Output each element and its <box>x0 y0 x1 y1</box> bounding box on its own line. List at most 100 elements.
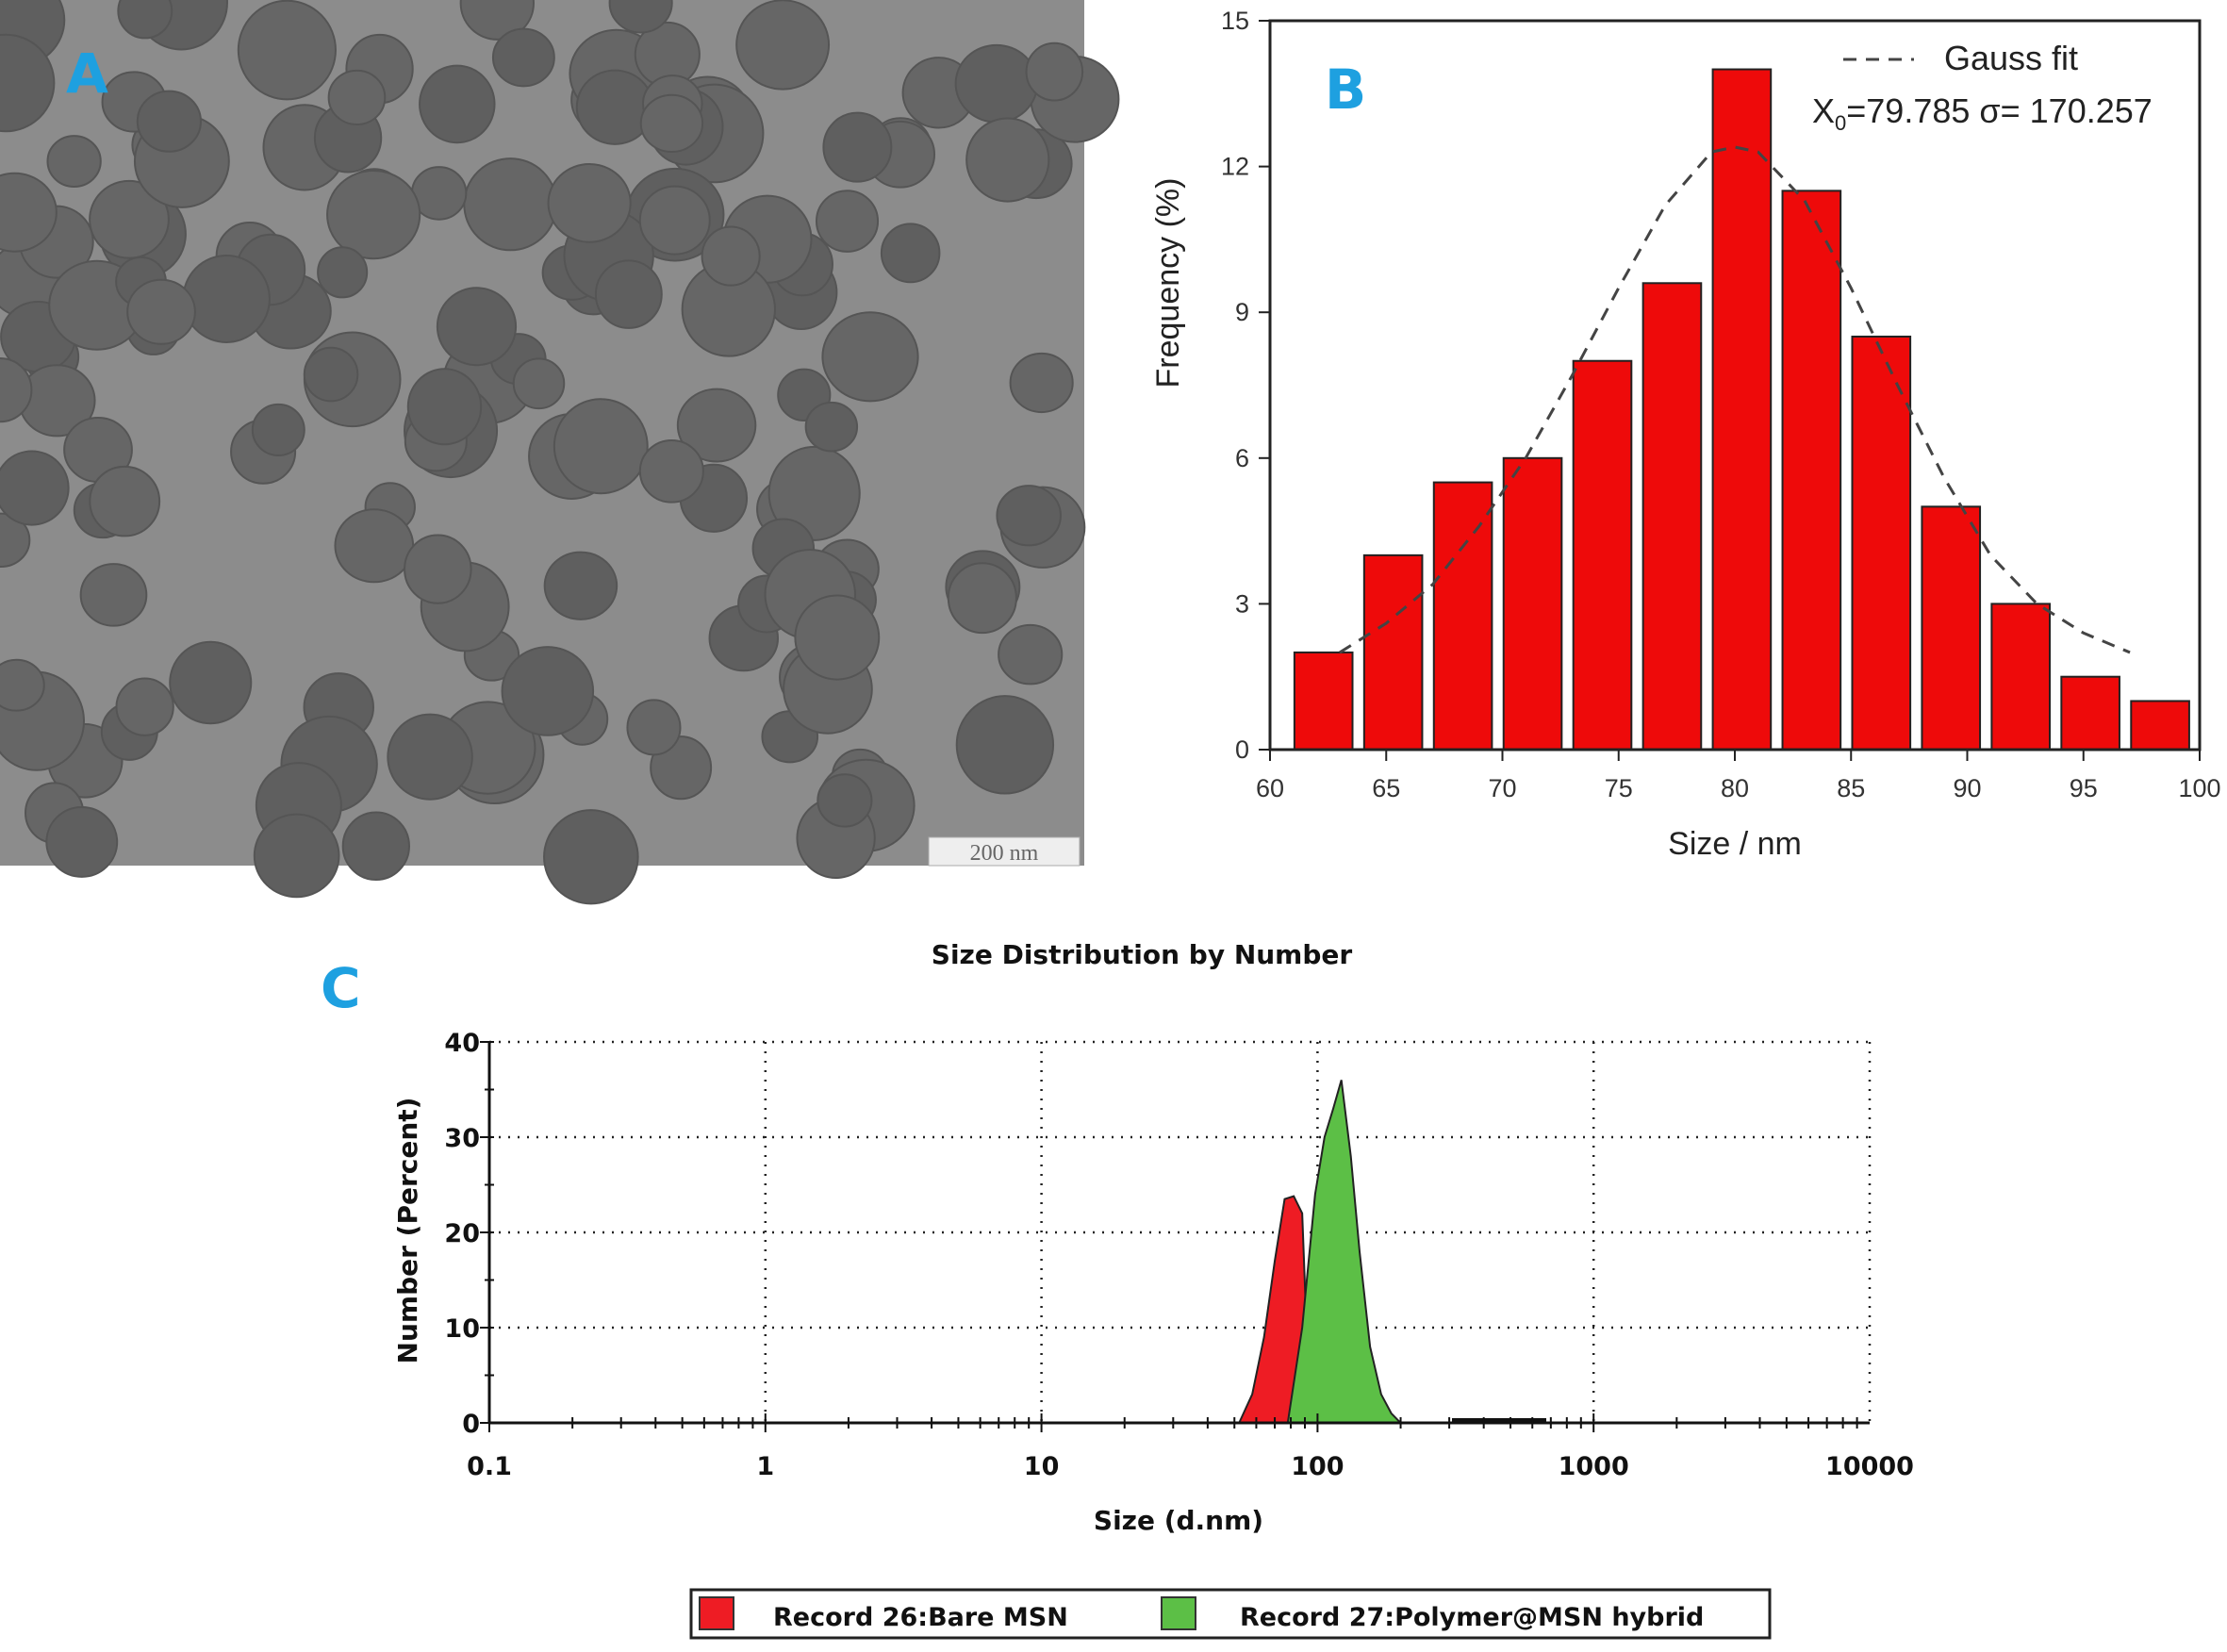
nanoparticle <box>594 259 663 329</box>
nanoparticle <box>115 677 174 736</box>
nanoparticle <box>701 225 761 287</box>
histogram-bar <box>1572 359 1633 751</box>
x-tick-label: 0.1 <box>467 1452 512 1481</box>
nanoparticle <box>815 190 880 253</box>
x-tick-label: 95 <box>2070 774 2098 802</box>
nanoparticle <box>326 169 421 260</box>
nanoparticle <box>880 223 941 284</box>
legend-swatch-polymer-msn <box>1161 1596 1196 1630</box>
legend-label-bare-msn: Record 26:Bare MSN <box>773 1603 1068 1632</box>
histogram-bar <box>1921 505 1982 751</box>
histogram-bar <box>1293 651 1354 752</box>
x-tick-label: 65 <box>1372 774 1400 802</box>
nanoparticle <box>126 278 196 345</box>
nanoparticle <box>996 485 1062 547</box>
scale-bar-box <box>928 836 1081 867</box>
y-tick-label: 30 <box>444 1124 480 1153</box>
nanoparticle <box>169 640 253 725</box>
scale-bar-label: 200 nm <box>970 841 1039 866</box>
nanoparticle <box>0 512 31 568</box>
nanoparticle <box>965 117 1050 203</box>
nanoparticles <box>0 0 1120 905</box>
nanoparticle <box>303 346 359 403</box>
nanoparticle <box>1025 41 1084 102</box>
fit-annotation: X0=79.785 σ= 170.257 <box>1812 91 2153 135</box>
y-tick-label: 3 <box>1235 589 1249 618</box>
nanoparticle <box>0 172 58 253</box>
nanoparticle <box>626 699 682 756</box>
nanoparticle <box>341 811 410 882</box>
nanoparticle <box>638 439 704 504</box>
nanoparticle <box>543 551 619 620</box>
nanoparticle <box>638 185 711 256</box>
x-tick-label: 60 <box>1256 774 1284 802</box>
x-axis-label-b: Size / nm <box>1668 826 1802 862</box>
legend-swatch-bare-msn <box>699 1596 734 1630</box>
y-tick-label: 0 <box>462 1410 480 1439</box>
nanoparticle <box>334 508 415 584</box>
y-tick-label: 12 <box>1221 153 1249 181</box>
histogram-bar <box>1641 282 1703 751</box>
nanoparticle <box>608 0 673 34</box>
nanoparticle <box>822 111 893 183</box>
nanoparticle <box>954 43 1039 124</box>
panel-label-c: C <box>321 956 361 1020</box>
x-tick-label: 100 <box>1291 1452 1344 1481</box>
nanoparticle <box>253 813 340 899</box>
nanoparticle <box>251 403 305 456</box>
x-tick-label: 10 <box>1024 1452 1060 1481</box>
nanoparticle <box>804 401 859 453</box>
nanoparticle <box>0 356 33 423</box>
x-axis-label-c: Size (d.nm) <box>1094 1505 1263 1536</box>
legend-label-polymer-msn: Record 27:Polymer@MSN hybrid <box>1240 1603 1704 1632</box>
nanoparticle <box>767 445 861 541</box>
nanoparticle <box>955 695 1055 795</box>
legend-box <box>689 1588 1772 1640</box>
nanoparticle <box>501 646 595 736</box>
nanoparticle <box>0 658 45 712</box>
panel-label-b: B <box>1325 58 1366 122</box>
nanoparticle <box>543 809 639 905</box>
histogram-bar <box>1990 603 2052 752</box>
nanoparticle <box>0 450 70 526</box>
nanoparticle <box>419 64 496 144</box>
nanoparticle <box>404 534 472 604</box>
histogram-bar <box>1851 335 1912 751</box>
y-tick-label: 0 <box>1235 735 1249 764</box>
y-axis-label-b: Frequency (%) <box>1150 178 1186 388</box>
panel-label-a: A <box>66 41 108 106</box>
chart-title-c: Size Distribution by Number <box>932 939 1353 970</box>
panel-c-dls-chart: C Size Distribution by Number 0.1 1 10 100 1… <box>321 939 1914 1640</box>
nanoparticle <box>79 563 148 627</box>
x-tick-label: 75 <box>1605 774 1633 802</box>
panel-a-tem-image: A 200 nm <box>0 0 1120 905</box>
nanoparticle <box>491 27 555 88</box>
nanoparticle <box>463 157 558 252</box>
y-tick-label: 15 <box>1221 7 1249 35</box>
x-tick-label: 100 <box>2178 774 2220 802</box>
nanoparticle <box>327 69 387 126</box>
x-tick-label: 85 <box>1837 774 1865 802</box>
nanoparticle <box>512 357 566 410</box>
nanoparticle <box>821 311 919 403</box>
histogram-bar <box>1711 68 1773 752</box>
gauss-fit-curve <box>1339 145 2131 654</box>
x-tick-label: 70 <box>1488 774 1516 802</box>
nanoparticle <box>406 368 483 446</box>
y-tick-label: 10 <box>444 1314 480 1344</box>
y-tick-label: 6 <box>1235 444 1249 472</box>
nanoparticle <box>794 594 881 681</box>
y-tick-label: 40 <box>444 1029 480 1058</box>
nanoparticle <box>735 0 831 91</box>
nanoparticle <box>639 93 704 154</box>
nanoparticle <box>45 806 119 878</box>
nanoparticle <box>436 287 518 367</box>
nanoparticle <box>553 398 649 495</box>
nanoparticle <box>89 465 161 537</box>
nanoparticle <box>317 246 369 299</box>
nanoparticle <box>0 33 56 133</box>
nanoparticle <box>676 388 757 463</box>
x-tick-label: 1000 <box>1559 1452 1629 1481</box>
